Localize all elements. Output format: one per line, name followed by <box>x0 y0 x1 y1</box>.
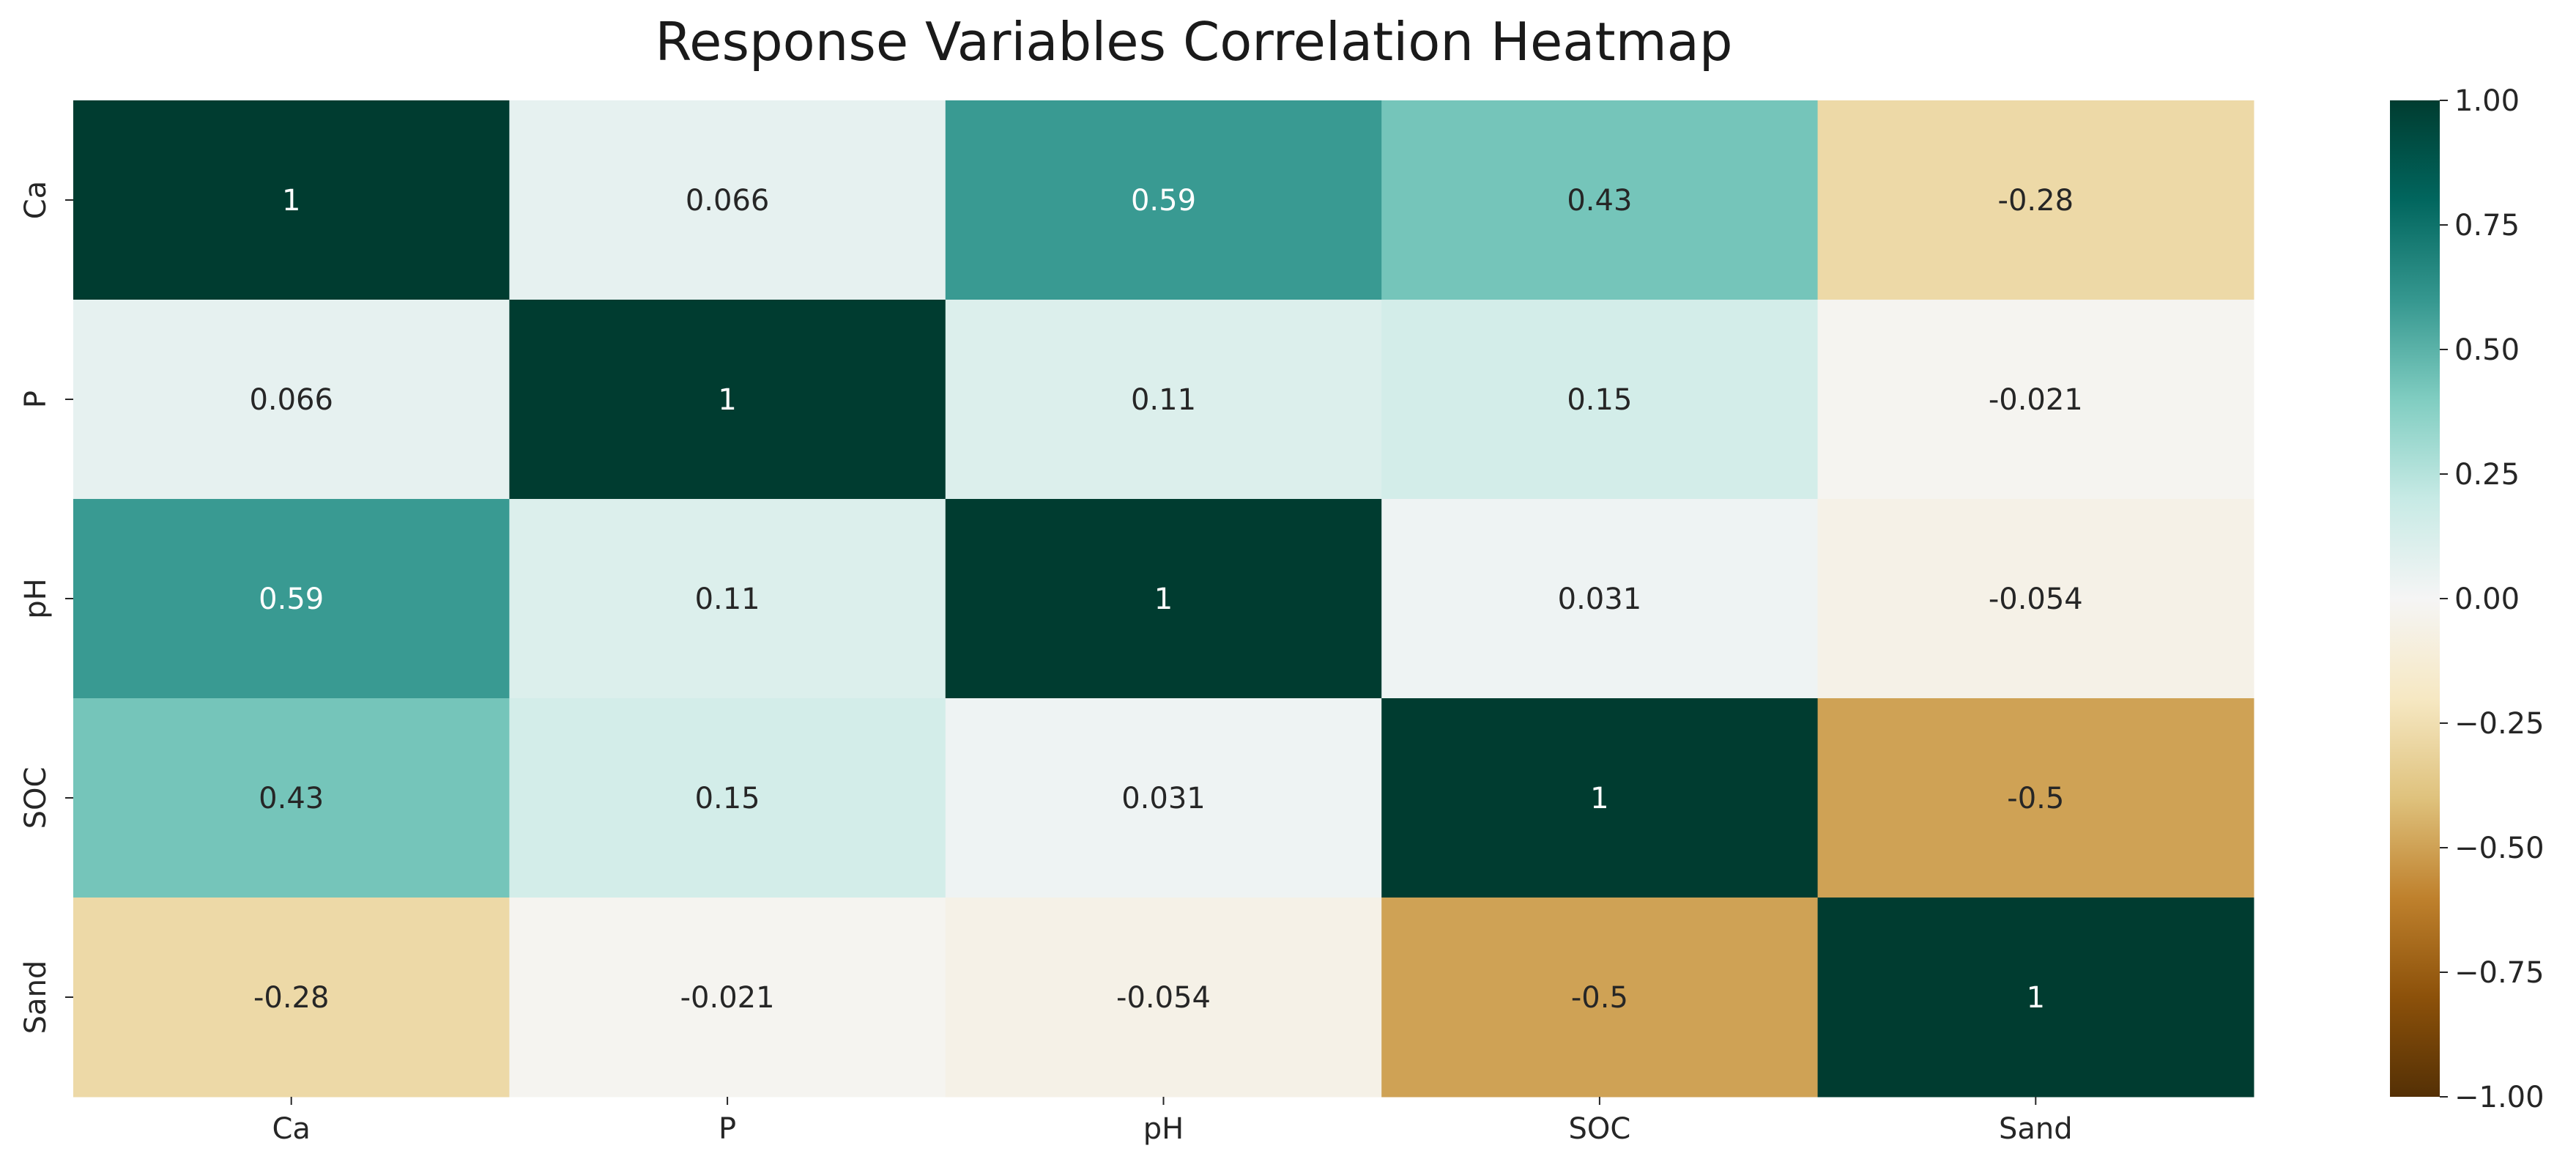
cell-value-label: -0.021 <box>680 981 775 1015</box>
x-tick-label: SOC <box>1568 1112 1630 1146</box>
colorbar-tick-label: 0.75 <box>2454 209 2520 243</box>
cell-value-label: 0.59 <box>1131 184 1196 218</box>
cell-value-label: -0.054 <box>1116 981 1211 1015</box>
colorbar-tick-label: 1.00 <box>2454 84 2520 118</box>
cell-value-label: -0.28 <box>253 981 330 1015</box>
cell-value-label: 1 <box>282 184 300 218</box>
colorbar-tick-label: 0.00 <box>2454 582 2520 616</box>
x-tick-label: Sand <box>1999 1112 2073 1146</box>
cell-value-label: 0.15 <box>1567 383 1632 417</box>
heatmap-cell <box>1817 698 2254 898</box>
heatmap-cell <box>509 100 946 300</box>
heatmap-cell <box>509 300 946 500</box>
y-axis: Ca PpH SOC Sand <box>19 181 73 1035</box>
heatmap-cell <box>945 898 1382 1098</box>
x-tick-label: pH <box>1143 1112 1184 1146</box>
cell-value-label: -0.5 <box>1571 981 1628 1015</box>
cell-value-label: -0.054 <box>1989 582 2083 616</box>
cell-value-label: 0.066 <box>249 383 333 417</box>
heatmap-cell <box>1817 499 2254 699</box>
heatmap-cell <box>1817 100 2254 300</box>
heatmap-cell <box>73 698 510 898</box>
heatmap-cell <box>73 499 510 699</box>
cell-value-label: -0.021 <box>1989 383 2083 417</box>
y-tick-label: SOC <box>19 767 53 829</box>
colorbar-tick-label: −1.00 <box>2454 1081 2545 1114</box>
cell-value-label: 1 <box>718 383 736 417</box>
y-tick-label: pH <box>19 578 53 618</box>
colorbar-tick-label: 0.50 <box>2454 333 2520 367</box>
heatmap-cell <box>73 300 510 500</box>
cell-value-label: 1 <box>1154 582 1173 616</box>
cell-value-label: 0.43 <box>259 782 324 815</box>
colorbar-tick-label: 0.25 <box>2454 458 2520 492</box>
heatmap-cell-labels: 1 0.066 0.59 0.43 -0.28 0.066 1 0.11 0.15 -0.021 0… <box>249 184 2082 1015</box>
colorbar-gradient <box>2390 100 2440 1097</box>
cell-value-label: -0.28 <box>1998 184 2074 218</box>
colorbar: 1.00 0.75 0.50 0.25 0.00 −0.25 −0.50 −0.75 −1.00 <box>2390 84 2545 1114</box>
heatmap-cell <box>1381 698 1819 898</box>
cell-value-label: 0.066 <box>686 184 770 218</box>
y-tick-label: Ca <box>19 181 53 219</box>
heatmap-cell <box>1381 100 1819 300</box>
cell-value-label: 0.59 <box>259 582 324 616</box>
cell-value-label: 0.031 <box>1121 782 1206 815</box>
cell-value-label: 0.43 <box>1567 184 1632 218</box>
heatmap-cell <box>1817 300 2254 500</box>
heatmap-cell <box>509 499 946 699</box>
cell-value-label: 0.15 <box>695 782 760 815</box>
colorbar-tick-label: −0.50 <box>2454 832 2545 865</box>
y-tick-label: P <box>19 391 53 408</box>
cell-value-label: 0.11 <box>1131 383 1196 417</box>
colorbar-tick-label: −0.75 <box>2454 956 2545 990</box>
x-tick-label: P <box>719 1112 736 1146</box>
heatmap-cells <box>73 100 2254 1098</box>
cell-value-label: 1 <box>1590 782 1608 815</box>
heatmap-cell <box>1381 300 1819 500</box>
colorbar-tick-label: −0.25 <box>2454 707 2545 741</box>
heatmap-cell <box>945 100 1382 300</box>
heatmap-cell <box>1817 898 2254 1098</box>
cell-value-label: 0.11 <box>695 582 760 616</box>
cell-value-label: 0.031 <box>1558 582 1642 616</box>
cell-value-label: -0.5 <box>2007 782 2064 815</box>
cell-value-label: 1 <box>2027 981 2045 1015</box>
heatmap-cell <box>509 898 946 1098</box>
heatmap-cell <box>945 499 1382 699</box>
heatmap-cell <box>1381 499 1819 699</box>
heatmap-cell <box>945 698 1382 898</box>
chart-title: Response Variables Correlation Heatmap <box>655 11 1732 73</box>
y-tick-label: Sand <box>19 961 53 1035</box>
heatmap-cell <box>945 300 1382 500</box>
heatmap-cell <box>509 698 946 898</box>
heatmap-cell <box>73 100 510 300</box>
heatmap-cell <box>73 898 510 1098</box>
heatmap-cell <box>1381 898 1819 1098</box>
x-tick-label: Ca <box>272 1112 310 1146</box>
